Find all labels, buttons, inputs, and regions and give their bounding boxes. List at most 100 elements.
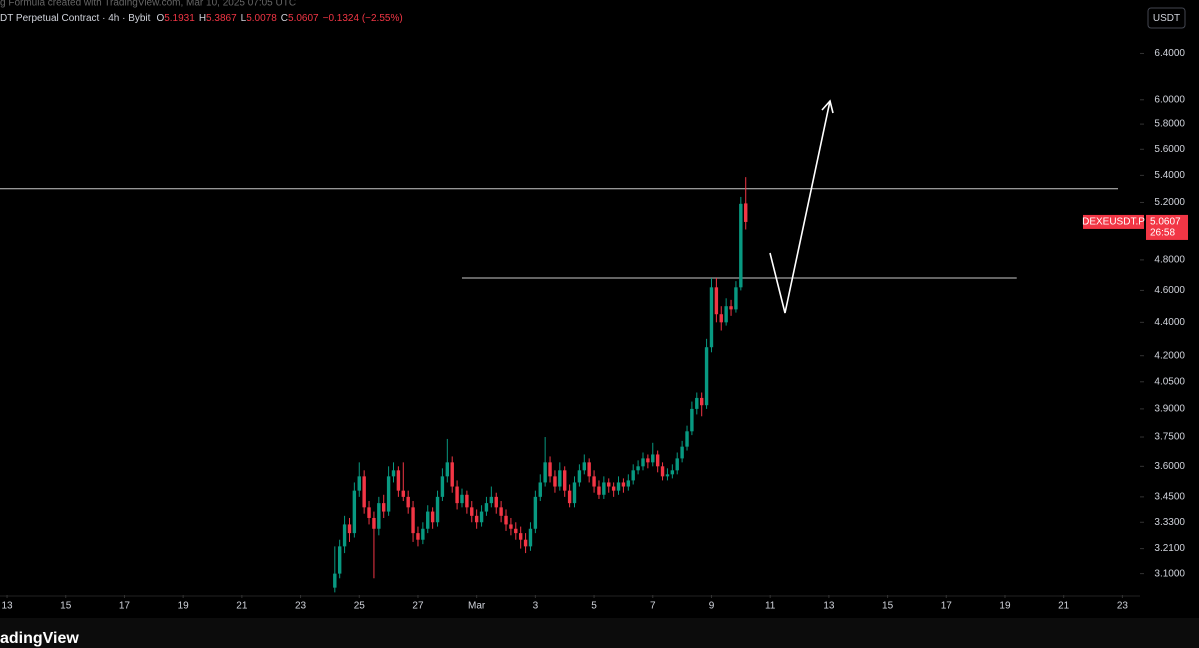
candle-body [386,476,391,512]
candle-body [518,533,523,540]
candle-body [553,476,557,487]
candle-body [631,470,635,481]
candle-body [665,474,670,477]
candle-body [342,524,347,547]
x-tick-label: 15 [882,601,894,612]
y-tick-label: 3.2100 [1154,543,1185,554]
candle-body [621,482,626,487]
candle-body [396,470,401,491]
plot: 6.4000 6.0000 5.8000 5.6000 5.4000 5.2000 4.80… [0,48,1185,612]
currency-label[interactable]: USDT [1153,13,1180,24]
candle-body [670,470,675,475]
candle-body [421,528,425,540]
candle-body [607,482,611,487]
candle-body [646,458,650,463]
y-tick-label: 4.6000 [1154,285,1185,296]
x-tick-label: 13 [823,601,835,612]
candle-body [563,470,567,491]
x-tick-label: 19 [178,601,190,612]
candle-body [548,462,552,477]
candle-body [582,462,586,471]
y-tick-label: 6.4000 [1154,48,1185,59]
candle-body [337,546,342,574]
candle-body [357,476,361,491]
candle-body [347,524,352,534]
candle-body [460,494,464,504]
y-tick-label: 6.0000 [1154,94,1185,105]
candle-body [377,503,381,529]
candle-body [504,515,508,525]
candle-body [592,476,596,487]
candle-body [636,466,640,471]
candle-body [641,458,645,467]
candle-body [572,482,577,504]
x-tick-label: 5 [591,601,597,612]
candle-body [484,503,489,512]
candle-body [430,511,435,523]
candle-body [509,524,513,529]
currency-button[interactable] [1147,7,1186,29]
candle-body [744,203,748,222]
candle-body [401,490,405,497]
candle-body [416,533,420,540]
candle-body [406,496,410,508]
candle-body [699,397,704,406]
x-tick-label: 15 [60,601,72,612]
open-value: 5.1931 [164,13,195,24]
candle-body [719,314,723,323]
candle-body [538,482,542,497]
y-tick-label: 3.4500 [1154,492,1185,503]
candle-body [690,408,694,432]
candle-body [382,503,386,512]
countdown: 26:58 [1150,228,1175,239]
candle-body [660,466,665,477]
y-tick-label: 5.6000 [1154,144,1185,155]
candle-body [714,287,719,315]
candle-body [695,397,699,409]
candle-body [514,528,518,534]
footer [0,618,1199,648]
y-tick-label: 3.1000 [1154,568,1185,579]
price-tag-value: 5.0607 [1150,217,1181,228]
caption: g Formula created with TradingView.com, … [0,0,296,9]
candle-body [558,470,562,487]
candle-body [680,446,684,459]
candle-body [587,462,591,477]
candle-body [528,528,533,547]
x-tick-label: 27 [412,601,424,612]
y-tick-label: 4.2000 [1154,350,1185,361]
y-tick-label: 4.0500 [1154,376,1185,387]
y-tick-label: 5.8000 [1154,119,1185,130]
projection-arrow [769,100,831,314]
candle-body [499,507,503,516]
candle-body [455,486,459,504]
close-value: 5.0607 [288,13,319,24]
x-tick-label: Mar [468,601,486,612]
x-tick-label: 17 [941,601,953,612]
y-tick-label: 5.4000 [1154,170,1185,181]
x-tick-label: 13 [1,601,13,612]
candle-body [734,287,738,310]
x-tick-label: 23 [295,601,307,612]
candle-body [440,476,445,497]
legend-line: DT Perpetual Contract · 4h · Bybit O5.193… [0,13,403,24]
x-tick-label: 17 [119,601,131,612]
x-tick-label: 21 [236,601,248,612]
ohlc-label: O [156,13,164,24]
candle-body [445,462,450,477]
price-tag [1146,214,1188,240]
ohlc-label: H [199,13,206,24]
y-tick-label: 3.6000 [1154,461,1185,472]
candle-body [651,454,655,463]
candle-body [567,490,572,504]
candle-body [494,496,498,508]
candle-body [411,507,415,534]
candle-body [479,511,484,523]
candle-body [533,496,538,529]
candle-body [489,496,494,504]
candle-body [391,470,396,477]
x-tick-label: 21 [1058,601,1070,612]
x-tick-label: 19 [999,601,1011,612]
